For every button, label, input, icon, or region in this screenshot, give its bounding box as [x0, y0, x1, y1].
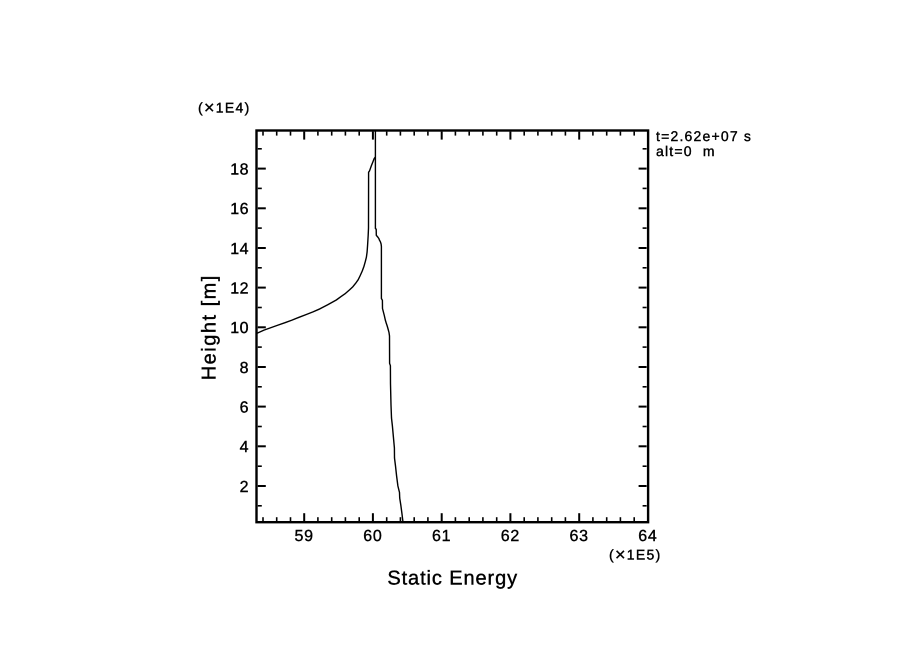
- svg-text:(×1E5): (×1E5): [609, 545, 662, 565]
- svg-text:2: 2: [240, 479, 249, 496]
- svg-text:61: 61: [432, 528, 451, 545]
- svg-text:64: 64: [638, 528, 657, 545]
- svg-text:16: 16: [230, 201, 249, 218]
- svg-text:18: 18: [230, 162, 249, 179]
- svg-text:62: 62: [501, 528, 520, 545]
- svg-text:Static Energy: Static Energy: [387, 567, 518, 589]
- svg-text:60: 60: [363, 528, 382, 545]
- svg-text:6: 6: [240, 400, 249, 417]
- svg-text:4: 4: [240, 439, 249, 456]
- svg-text:alt=0 m: alt=0 m: [656, 143, 716, 159]
- svg-text:14: 14: [230, 241, 249, 258]
- svg-text:10: 10: [230, 320, 249, 337]
- svg-text:t=2.62e+07 s: t=2.62e+07 s: [656, 128, 752, 144]
- svg-text:12: 12: [230, 281, 249, 298]
- svg-text:8: 8: [240, 360, 249, 377]
- svg-text:63: 63: [569, 528, 588, 545]
- svg-text:Height [m]: Height [m]: [199, 274, 221, 380]
- svg-text:(×1E4): (×1E4): [198, 98, 251, 118]
- svg-text:59: 59: [294, 528, 313, 545]
